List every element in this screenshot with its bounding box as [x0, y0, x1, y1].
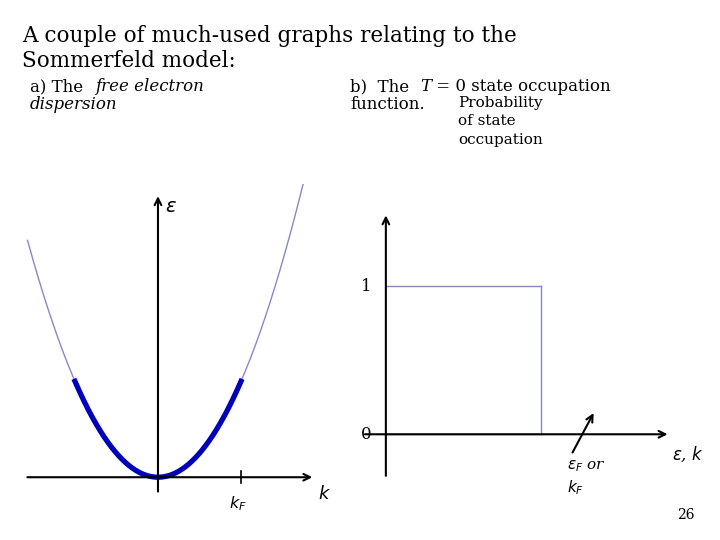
Text: = 0 state occupation: = 0 state occupation: [431, 78, 611, 95]
Text: $k_F$: $k_F$: [567, 478, 584, 497]
Text: dispersion: dispersion: [30, 96, 117, 113]
Text: a) The: a) The: [30, 78, 89, 95]
Text: free electron: free electron: [95, 78, 204, 95]
Text: Sommerfeld model:: Sommerfeld model:: [22, 50, 235, 72]
Text: $\varepsilon$, $k$: $\varepsilon$, $k$: [672, 444, 704, 464]
Text: $\varepsilon_F$ or: $\varepsilon_F$ or: [567, 458, 606, 474]
Text: Probability
of state
occupation: Probability of state occupation: [458, 96, 543, 147]
Text: $k$: $k$: [318, 484, 331, 503]
Text: function.: function.: [350, 96, 425, 113]
Text: T: T: [420, 78, 431, 95]
Text: 0: 0: [361, 426, 372, 443]
Text: $k_F$: $k_F$: [229, 494, 247, 513]
Text: 26: 26: [678, 508, 695, 522]
Text: b)  The: b) The: [350, 78, 415, 95]
Text: 1: 1: [361, 278, 372, 295]
Text: $\varepsilon$: $\varepsilon$: [165, 198, 177, 217]
Text: A couple of much-used graphs relating to the: A couple of much-used graphs relating to…: [22, 25, 517, 47]
